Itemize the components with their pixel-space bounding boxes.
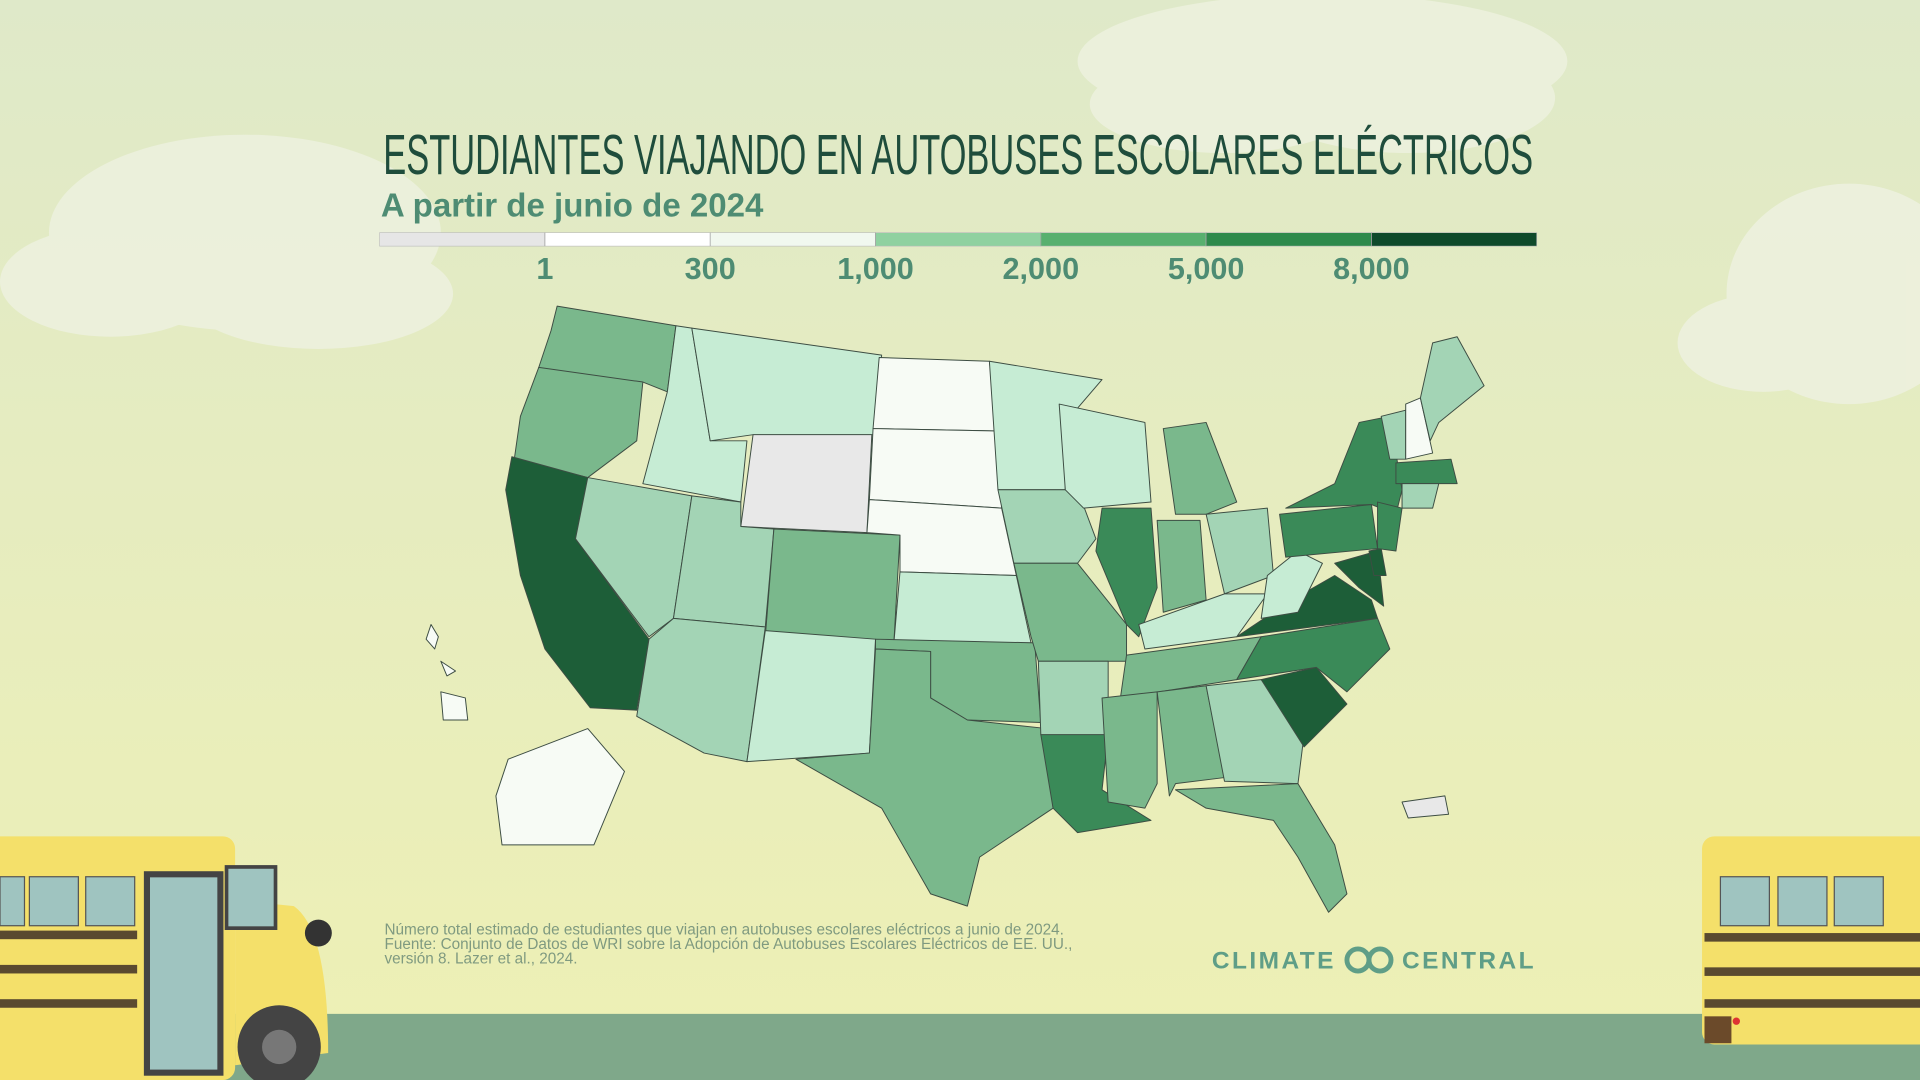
legend-label: 1,000 — [837, 252, 914, 286]
legend-swatch — [1205, 232, 1372, 247]
state — [1260, 666, 1348, 748]
clouds — [0, 0, 1920, 405]
state — [1037, 660, 1109, 736]
state — [1419, 336, 1485, 442]
subtitle: A partir de junio de 2024 — [381, 188, 764, 225]
state — [1175, 783, 1348, 913]
legend-swatch — [544, 232, 711, 247]
state — [495, 728, 625, 846]
title: ESTUDIANTES VIAJANDO EN AUTOBUSES ESCOLA… — [383, 123, 1533, 186]
state — [1156, 685, 1225, 797]
legend: 1 300 1,000 2,000 5,000 8,000 — [379, 232, 1538, 286]
footnote: Fuente: Conjunto de Datos de WRI sobre l… — [384, 936, 1072, 953]
legend-label: 300 — [685, 252, 736, 286]
state — [1405, 397, 1434, 460]
logo-text: CENTRAL — [1402, 948, 1536, 975]
state — [575, 477, 693, 638]
state — [1279, 504, 1379, 558]
legend-swatch — [875, 232, 1042, 247]
state — [872, 357, 999, 432]
legend-label: 1 — [536, 252, 553, 286]
legend-swatch — [1371, 232, 1538, 247]
state — [1101, 691, 1158, 809]
state — [746, 630, 876, 763]
logo-icon — [1344, 946, 1394, 974]
state — [997, 489, 1097, 564]
footnote: Número total estimado de estudiantes que… — [384, 921, 1063, 938]
state — [425, 624, 469, 721]
legend-swatch — [1040, 232, 1207, 247]
map — [425, 305, 1485, 913]
state — [1058, 403, 1152, 509]
state — [795, 648, 1054, 907]
legend-label: 8,000 — [1333, 252, 1410, 286]
state — [1236, 617, 1391, 693]
state — [1162, 421, 1238, 515]
bus-left — [0, 836, 332, 1080]
legend-swatch — [379, 232, 546, 247]
legend-label: 5,000 — [1168, 252, 1245, 286]
state — [893, 571, 1032, 644]
state — [1401, 795, 1450, 819]
state — [868, 428, 1003, 509]
legend-swatch — [709, 232, 876, 247]
state — [764, 528, 901, 644]
logo-text: CLIMATE — [1212, 948, 1336, 975]
state — [1377, 501, 1403, 552]
bus-right — [1702, 836, 1920, 1045]
state — [1095, 507, 1158, 638]
footnote: versión 8. Lazer et al., 2024. — [384, 951, 577, 968]
state — [1156, 519, 1207, 613]
legend-label: 2,000 — [1003, 252, 1080, 286]
state — [1395, 458, 1458, 485]
state — [740, 434, 873, 534]
state — [636, 617, 766, 763]
state — [1368, 548, 1387, 576]
state — [1401, 483, 1440, 509]
state — [1138, 593, 1268, 650]
